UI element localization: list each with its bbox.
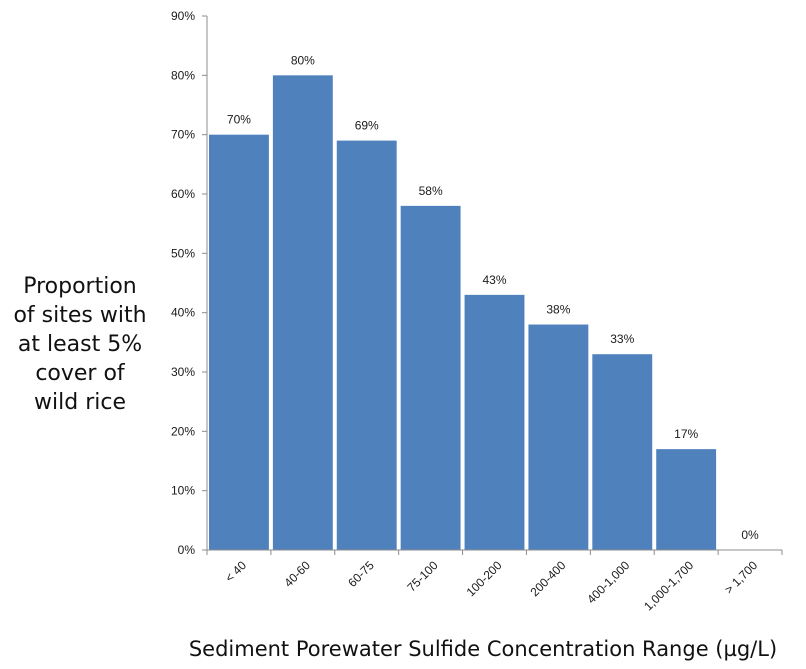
bar [656,449,717,550]
x-tick-label: 400-1,000 [584,558,632,606]
bar [209,134,269,551]
x-tick-label: 1,000-1,700 [641,558,696,613]
x-tick-label: > 1,700 [722,558,761,597]
y-tick-label: 0% [178,543,196,557]
data-label: 58% [419,184,443,198]
y-axis-title-line: wild rice [34,390,126,415]
x-tick-label: 200-400 [527,558,568,599]
x-tick-label: 100-200 [464,558,505,599]
y-tick-label: 60% [171,187,195,201]
x-tick-label: 60-75 [345,558,377,590]
data-label: 17% [674,427,698,441]
y-tick-label: 10% [171,484,195,498]
bar [528,324,589,550]
bar [592,354,653,550]
data-label: 33% [610,332,634,346]
bar [336,140,397,550]
data-label: 80% [291,53,315,67]
y-tick-label: 80% [171,68,195,82]
y-tick-label: 20% [171,424,195,438]
y-axis-title-line: Proportion [23,274,137,299]
data-label: 69% [355,119,379,133]
bar [400,205,461,550]
y-tick-label: 90% [171,9,195,23]
x-tick-label: < 40 [222,558,249,585]
data-label: 70% [227,113,251,127]
y-tick-label: 50% [171,246,195,260]
data-label: 43% [482,273,506,287]
y-tick-label: 70% [171,128,195,142]
bar [464,294,525,550]
data-label: 38% [546,303,570,317]
y-axis-title-line: cover of [35,361,125,386]
y-axis-title-line: at least 5% [17,332,143,357]
y-axis-title-line: of sites with [13,303,147,328]
x-tick-label: 40-60 [281,558,313,590]
x-tick-label: 75-100 [404,558,441,595]
data-label: 0% [741,528,759,542]
x-axis-title: Sediment Porewater Sulfide Concentration… [188,637,778,661]
y-tick-label: 40% [171,306,195,320]
y-axis-title: Proportion of sites with at least 5% cov… [0,272,160,417]
bar [272,75,333,550]
y-tick-label: 30% [171,365,195,379]
